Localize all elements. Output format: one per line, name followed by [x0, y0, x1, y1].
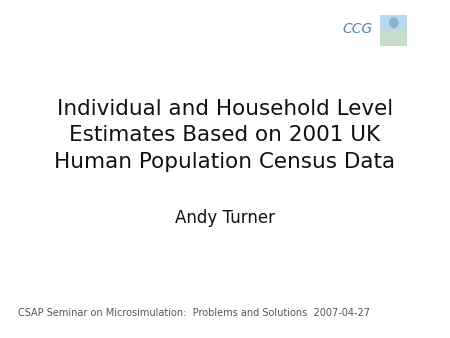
Text: CSAP Seminar on Microsimulation:  Problems and Solutions  2007-04-27: CSAP Seminar on Microsimulation: Problem… [18, 308, 370, 318]
Circle shape [389, 17, 399, 28]
Bar [380, 15, 407, 30]
Text: Andy Turner: Andy Turner [175, 209, 275, 227]
Text: CCG: CCG [342, 22, 372, 36]
Text: Individual and Household Level
Estimates Based on 2001 UK
Human Population Censu: Individual and Household Level Estimates… [54, 99, 396, 172]
Bar [380, 30, 407, 46]
